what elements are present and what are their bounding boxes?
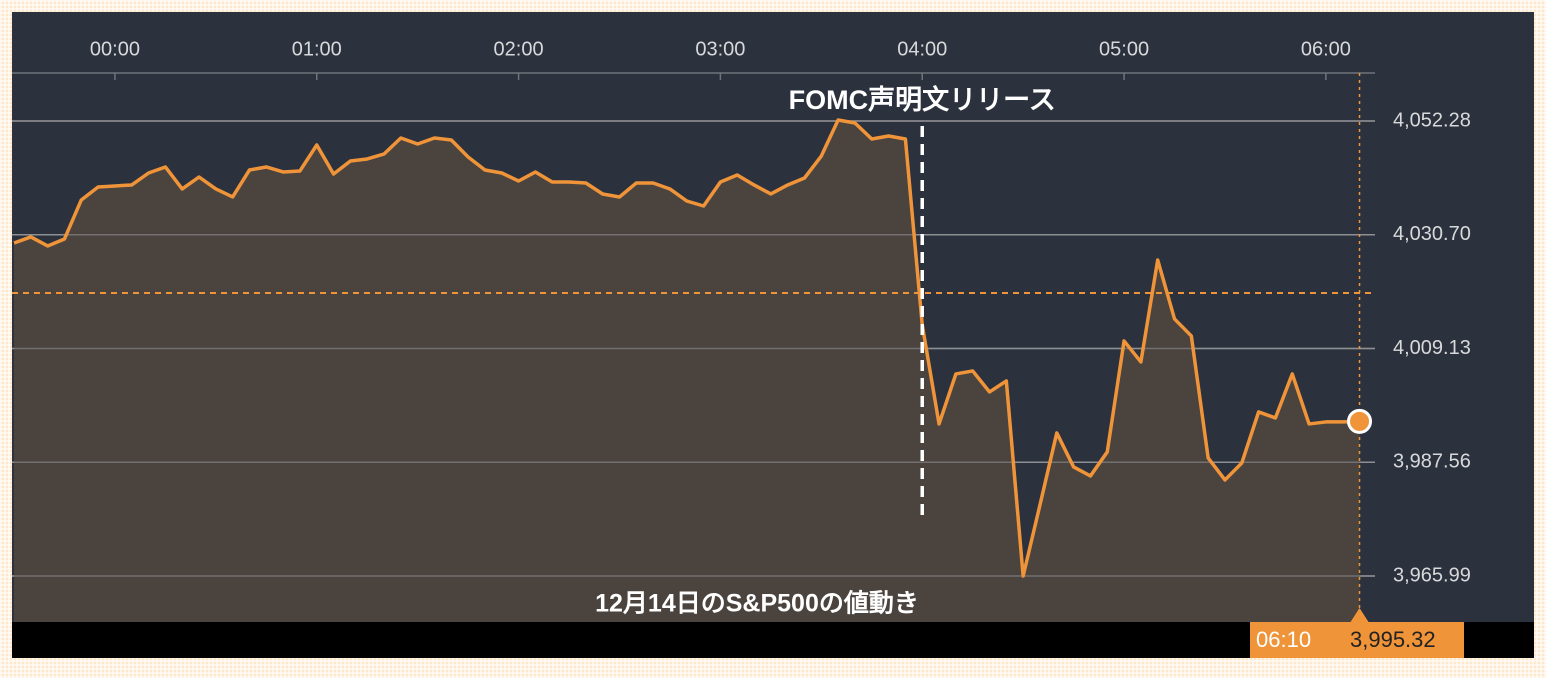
- x-tick-label: 04:00: [897, 38, 947, 60]
- cursor-x-label: 06:10: [1256, 627, 1311, 652]
- cursor-pointer: [1350, 608, 1369, 622]
- x-tick-label: 05:00: [1099, 38, 1149, 60]
- cursor-value-label: 3,995.32: [1350, 627, 1436, 652]
- x-tick-label: 06:00: [1301, 38, 1351, 60]
- annotation-text: FOMC声明文リリース: [789, 84, 1056, 115]
- y-tick-label: 4,052.28: [1393, 109, 1471, 131]
- cursor-box: [1250, 622, 1464, 658]
- x-tick-label: 00:00: [90, 38, 140, 60]
- y-tick-label: 3,965.99: [1393, 564, 1471, 586]
- price-line: [13, 118, 1360, 578]
- x-tick-label: 02:00: [494, 38, 544, 60]
- y-tick-label: 4,009.13: [1393, 337, 1471, 359]
- y-tick-label: 4,030.70: [1393, 223, 1471, 245]
- y-tick-label: 3,987.56: [1393, 451, 1471, 473]
- last-point: [1347, 408, 1373, 434]
- x-tick-label: 01:00: [292, 38, 342, 60]
- area: [14, 119, 1360, 622]
- chart-title: 12月14日のS&P500の値動き: [595, 590, 919, 618]
- x-tick-label: 03:00: [695, 38, 745, 60]
